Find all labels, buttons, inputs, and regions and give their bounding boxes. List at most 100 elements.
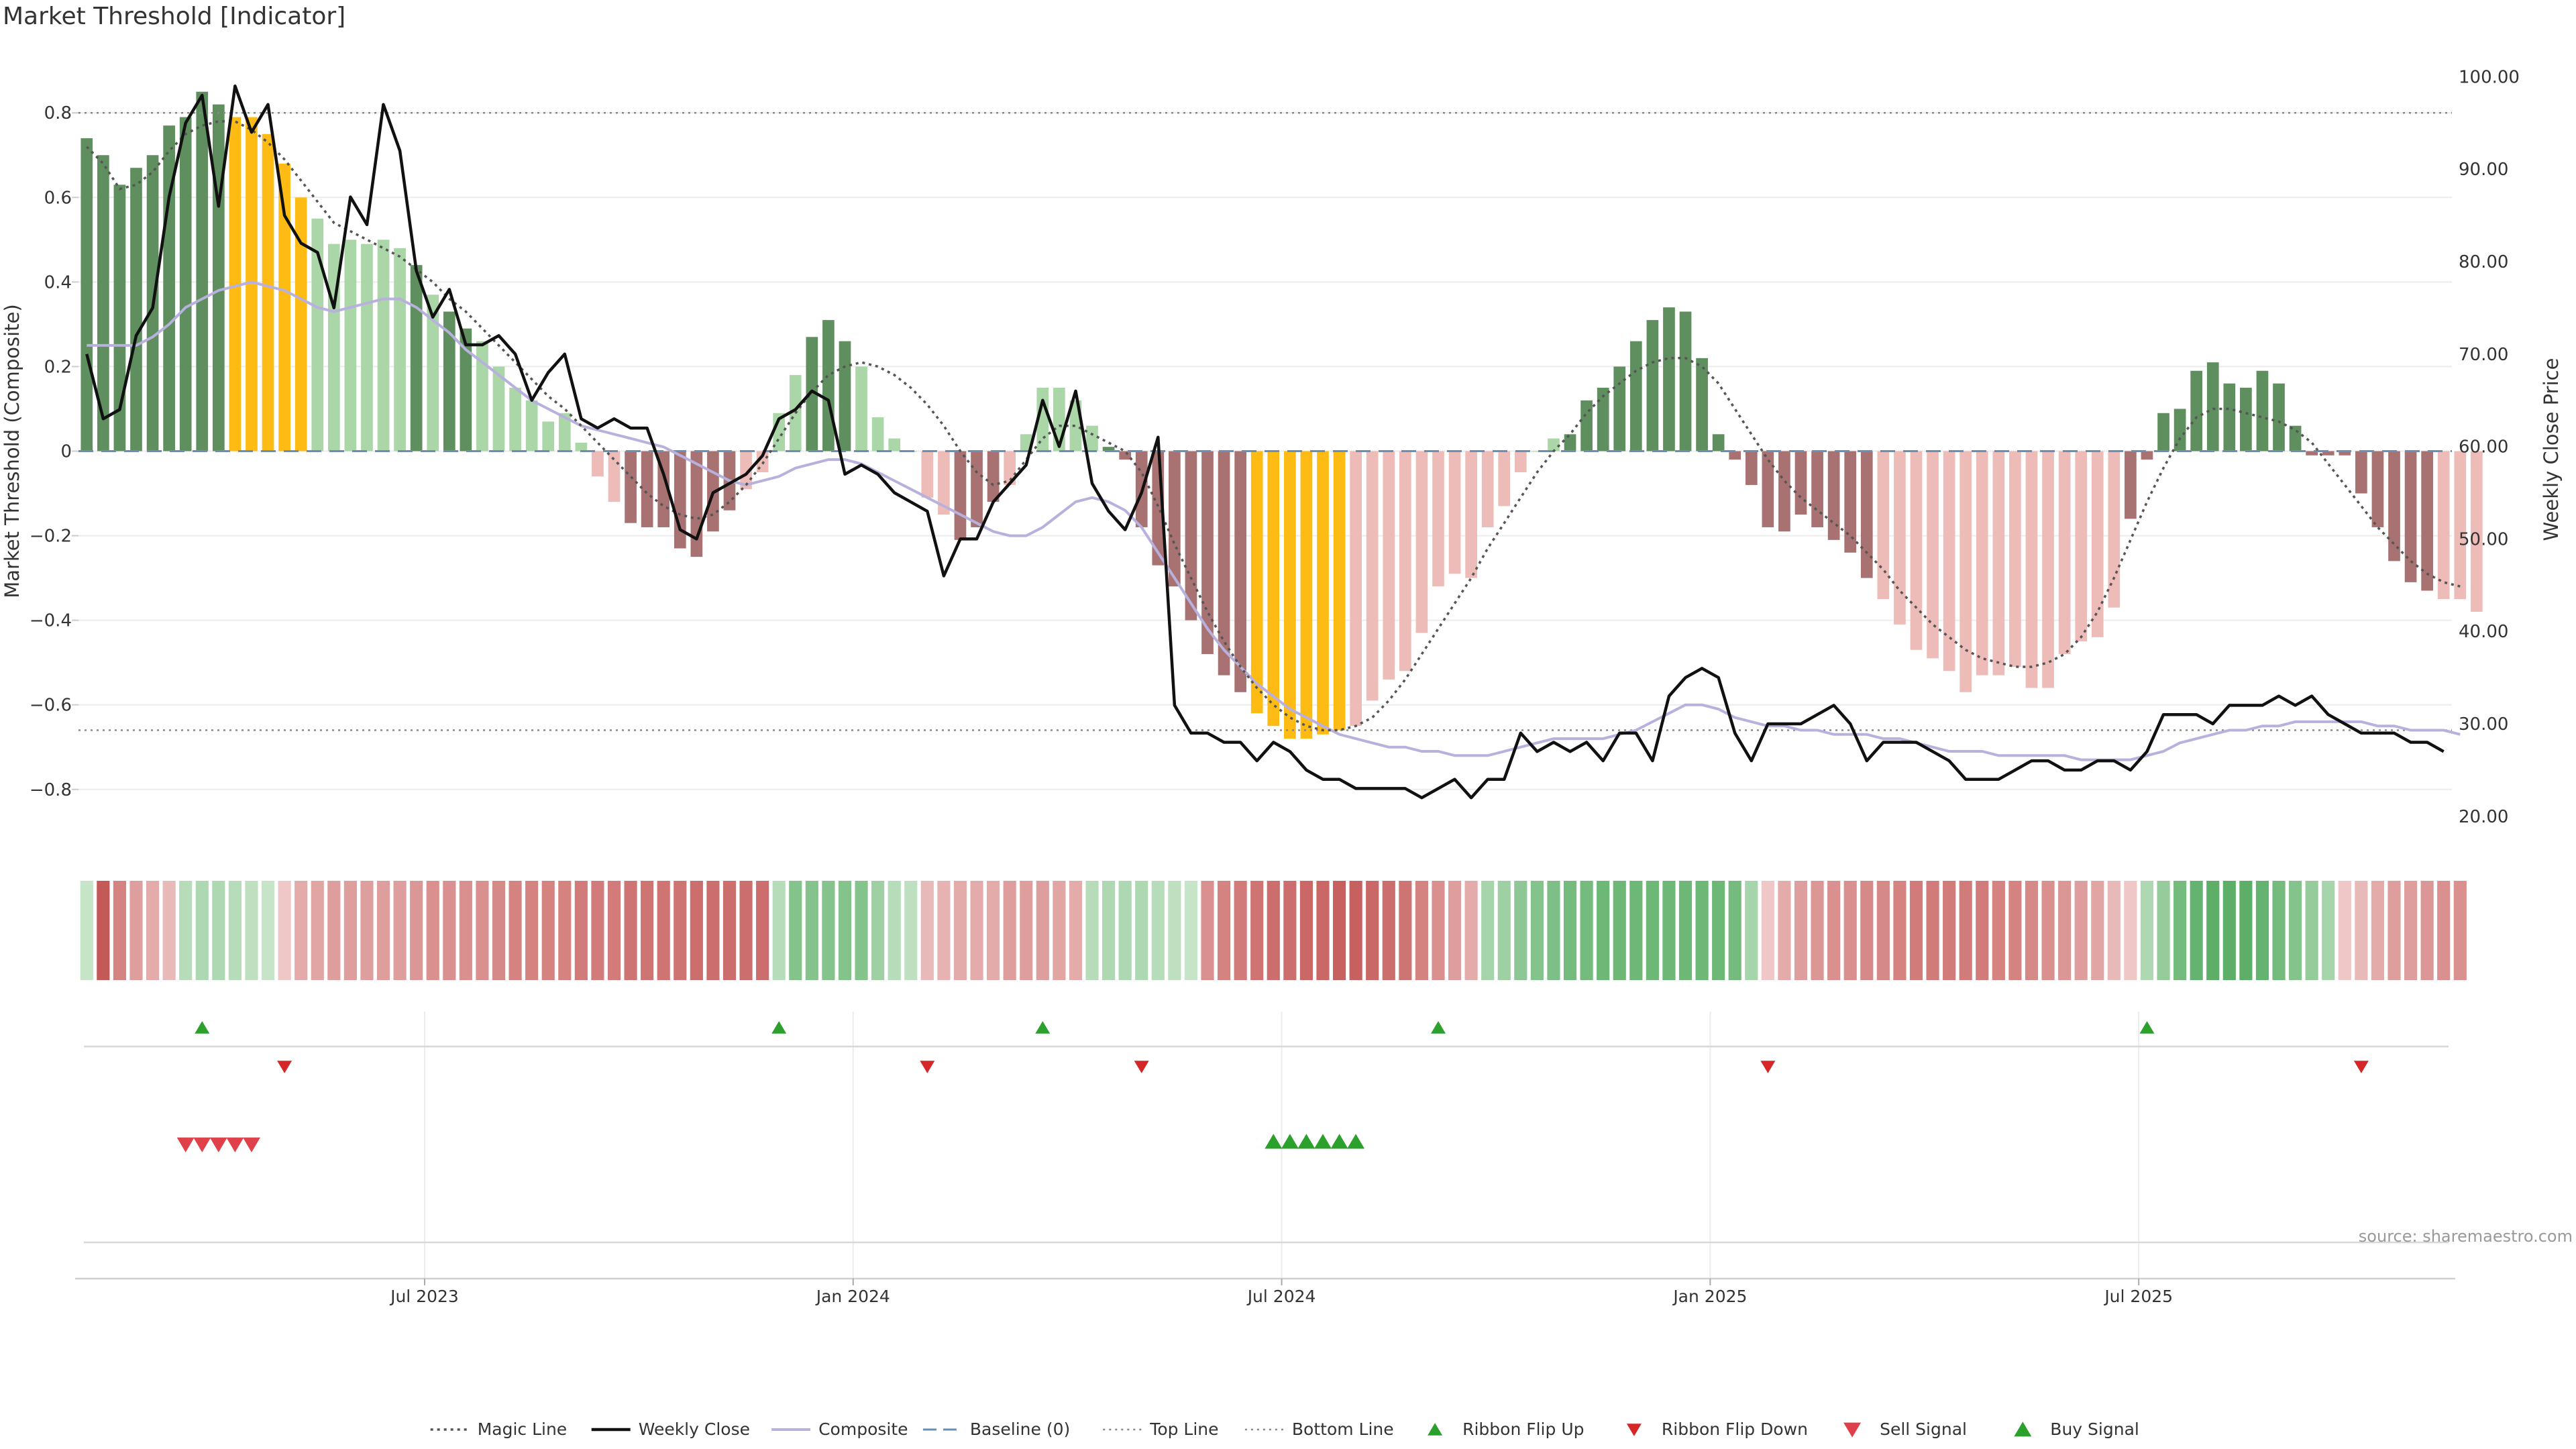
composite-bar [344,239,357,451]
composite-bar [2371,451,2384,527]
y2-tick-label: 50.00 [2459,529,2508,549]
composite-bar [1860,451,1873,578]
ribbon-cell [2206,881,2220,980]
ribbon-cell [1761,881,1774,980]
composite-bar [1020,434,1032,451]
y-tick-label: −0.2 [30,527,72,547]
y-tick-label: −0.4 [30,611,72,631]
composite-bar [2025,451,2038,688]
composite-bar [1943,451,1955,672]
composite-bar [1613,366,1626,451]
composite-bar [1696,358,1708,451]
ribbon-cell [953,881,967,980]
composite-bar [1580,400,1593,451]
x-axis: Jul 2023 Jan 2024 Jul 2024 Jan 2025 Jul 2025 [75,1277,2455,1306]
ribbon-cell [1118,881,1132,980]
composite-bar [1432,451,1444,587]
ribbon-cell [2190,881,2203,980]
composite-bar [575,442,588,451]
ribbon-cell [1283,881,1297,980]
composite-bar [558,413,571,451]
ribbon-cell [1053,881,1066,980]
ribbon-cell [162,881,176,980]
ribbon-cell [2157,881,2170,980]
legend-swatch-ribbon-flip-up [1428,1423,1443,1436]
composite-bar [971,451,983,527]
ribbon-cell [2355,881,2368,980]
composite-bar [1119,451,1132,460]
ribbon-cell [2420,881,2434,980]
composite-bar [987,451,1000,502]
composite-bar [1745,451,1758,485]
ribbon-cell [2453,881,2467,980]
ribbon-cell [1811,881,1824,980]
ribbon-cell [1695,881,1709,980]
legend-label: Weekly Close [639,1419,750,1439]
ribbon-cell [2437,881,2451,980]
ribbon-cell [1234,881,1247,980]
sell-signal-marker [193,1137,211,1152]
composite-bar [1399,451,1411,672]
ribbon-cell [657,881,670,980]
legend-swatch-ribbon-flip-down [1626,1424,1642,1436]
ribbon-cell [278,881,291,980]
composite-bar [2125,451,2137,519]
composite-bar [80,138,93,451]
composite-bar [229,117,241,451]
composite-bar [427,294,439,451]
ribbon-cell [1827,881,1841,980]
composite-line [87,280,2461,761]
composite-bar [1465,451,1477,578]
ribbon-cell [2058,881,2072,980]
ribbon-cell [294,881,308,980]
ribbon-cell [2272,881,2286,980]
signal-markers [84,1021,2449,1244]
legend-swatch-buy-signal [2014,1421,2032,1437]
ribbon-cell [146,881,160,980]
ribbon-cell [888,881,901,980]
y2-tick-label: 100.00 [2459,67,2520,87]
composite-bar [2273,383,2285,451]
x-tick-label: Jan 2025 [1672,1287,1747,1306]
composite-bar [1102,447,1115,451]
composite-bar [1415,451,1428,633]
ribbon-cell [1299,881,1313,980]
y-tick-label: 0.4 [44,272,72,292]
y2-tick-label: 70.00 [2459,345,2508,365]
legend-label: Composite [818,1419,908,1439]
signal-ribbon [80,881,2467,980]
ribbon-cell [2239,881,2253,980]
ribbon-cell [1349,881,1362,980]
composite-bar [2322,451,2334,455]
y-tick-label: 0.2 [44,357,72,377]
ribbon-cell [1020,881,1033,980]
ribbon-cell [739,881,753,980]
ribbon-cell [2322,881,2335,980]
ribbon-cell [624,881,637,980]
composite-bar [740,451,752,490]
composite-bar [1366,451,1379,701]
ribbon-cell [1151,881,1165,980]
ribbon-cell [1036,881,1049,980]
ribbon-cell [2338,881,2351,980]
legend-label: Sell Signal [1880,1419,1967,1439]
x-tick-label: Jul 2024 [1246,1287,1316,1306]
ribbon-cell [970,881,983,980]
composite-bar [2404,451,2417,582]
ribbon-cell [805,881,818,980]
composite-bar [1629,341,1642,451]
ribbon-cell [1943,881,1956,980]
ribbon-cell [871,881,885,980]
ribbon-cell [1926,881,1939,980]
composite-bar [1201,451,1214,655]
legend-label: Bottom Line [1292,1419,1394,1439]
ribbon-cell [1563,881,1577,980]
composite-bar [2339,451,2351,455]
ribbon-cell [574,881,588,980]
composite-bar [625,451,637,523]
legend-swatch-sell-signal [1843,1422,1862,1438]
buy-signal-marker [1281,1134,1299,1149]
composite-bar [1448,451,1461,574]
composite-bar [1976,451,1988,676]
composite-bar [2190,370,2203,451]
